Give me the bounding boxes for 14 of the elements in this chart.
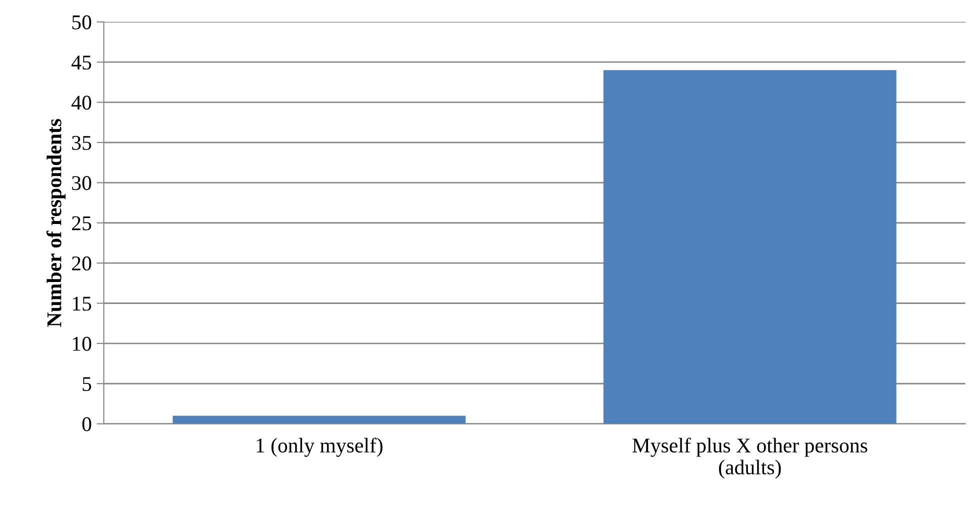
y-tick-label: 20 <box>72 256 92 270</box>
y-axis-title: Number of respondents <box>46 119 66 327</box>
y-tick-label: 15 <box>72 296 92 311</box>
x-tick-label: Myself plus X other persons (adults) <box>632 438 868 479</box>
x-tick-label: 1 (only myself) <box>256 438 382 457</box>
y-tick-label: 5 <box>82 377 92 392</box>
y-tick-label: 10 <box>72 336 92 351</box>
y-tick-label: 45 <box>72 56 92 70</box>
y-tick-label: 30 <box>72 176 92 190</box>
y-tick-label: 35 <box>72 136 92 150</box>
y-tick-label: 25 <box>72 216 92 230</box>
y-tick-label: 0 <box>82 417 92 432</box>
y-tick-label: 50 <box>72 15 92 30</box>
y-tick-label: 40 <box>72 96 92 110</box>
